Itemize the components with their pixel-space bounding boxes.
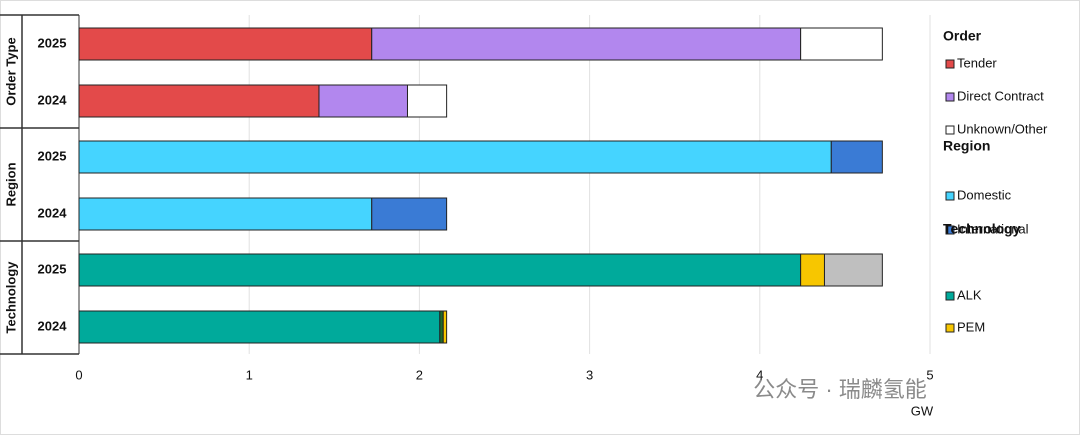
x-tick-label: 0: [75, 367, 82, 382]
legend-label: Unknown/Other: [957, 121, 1048, 136]
group-label: Technology: [3, 261, 18, 334]
legend-swatch: [945, 92, 955, 102]
legend-swatch: [945, 291, 955, 301]
legend-label: ALK: [957, 287, 982, 302]
legend-label: Domestic: [957, 187, 1012, 202]
bar-segment: [406, 84, 448, 118]
legend-label: International: [957, 221, 1029, 236]
x-tick-label: 1: [246, 367, 253, 382]
x-tick-label: 2: [416, 367, 423, 382]
bar-segment: [371, 27, 802, 61]
bar-segment: [78, 140, 832, 174]
x-tick-label: 3: [586, 367, 593, 382]
bar-segment: [830, 140, 883, 174]
bar-segment: [800, 27, 883, 61]
legend-swatch: [945, 59, 955, 69]
legend-swatch: [945, 323, 955, 333]
legend-title: Order: [943, 28, 982, 44]
bar-segment: [78, 197, 373, 231]
y-tick-label: 2024: [38, 318, 68, 333]
legend-label: PEM: [957, 319, 985, 334]
legend-label: Tender: [957, 55, 997, 70]
bar-segment: [371, 197, 448, 231]
x-tick-label: 4: [756, 367, 763, 382]
bar-segment: [318, 84, 408, 118]
legend-title: Region: [943, 138, 990, 154]
bar-segment: [78, 253, 802, 287]
bar-segment: [800, 253, 825, 287]
legend-title: Technology: [943, 221, 1021, 237]
bar-segment: [439, 310, 444, 344]
y-tick-label: 2025: [38, 148, 67, 163]
legend-swatch: [945, 191, 955, 201]
x-tick-label: 5: [926, 367, 933, 382]
bar-segment: [823, 253, 883, 287]
legend-label: Direct Contract: [957, 88, 1044, 103]
y-tick-label: 2024: [38, 92, 68, 107]
watermark: 公众号 · 瑞麟氢能: [753, 377, 927, 402]
bar-segment: [442, 310, 448, 344]
y-tick-label: 2024: [38, 205, 68, 220]
bar-segment: [78, 310, 441, 344]
group-label: Order Type: [3, 37, 18, 105]
y-tick-label: 2025: [38, 35, 67, 50]
y-tick-label: 2025: [38, 261, 67, 276]
x-axis-label: GW: [911, 403, 934, 418]
group-label: Region: [3, 162, 18, 206]
legend-swatch: [945, 225, 955, 235]
bar-segment: [78, 84, 320, 118]
bar-segment: [78, 27, 373, 61]
legend-swatch: [945, 125, 955, 135]
